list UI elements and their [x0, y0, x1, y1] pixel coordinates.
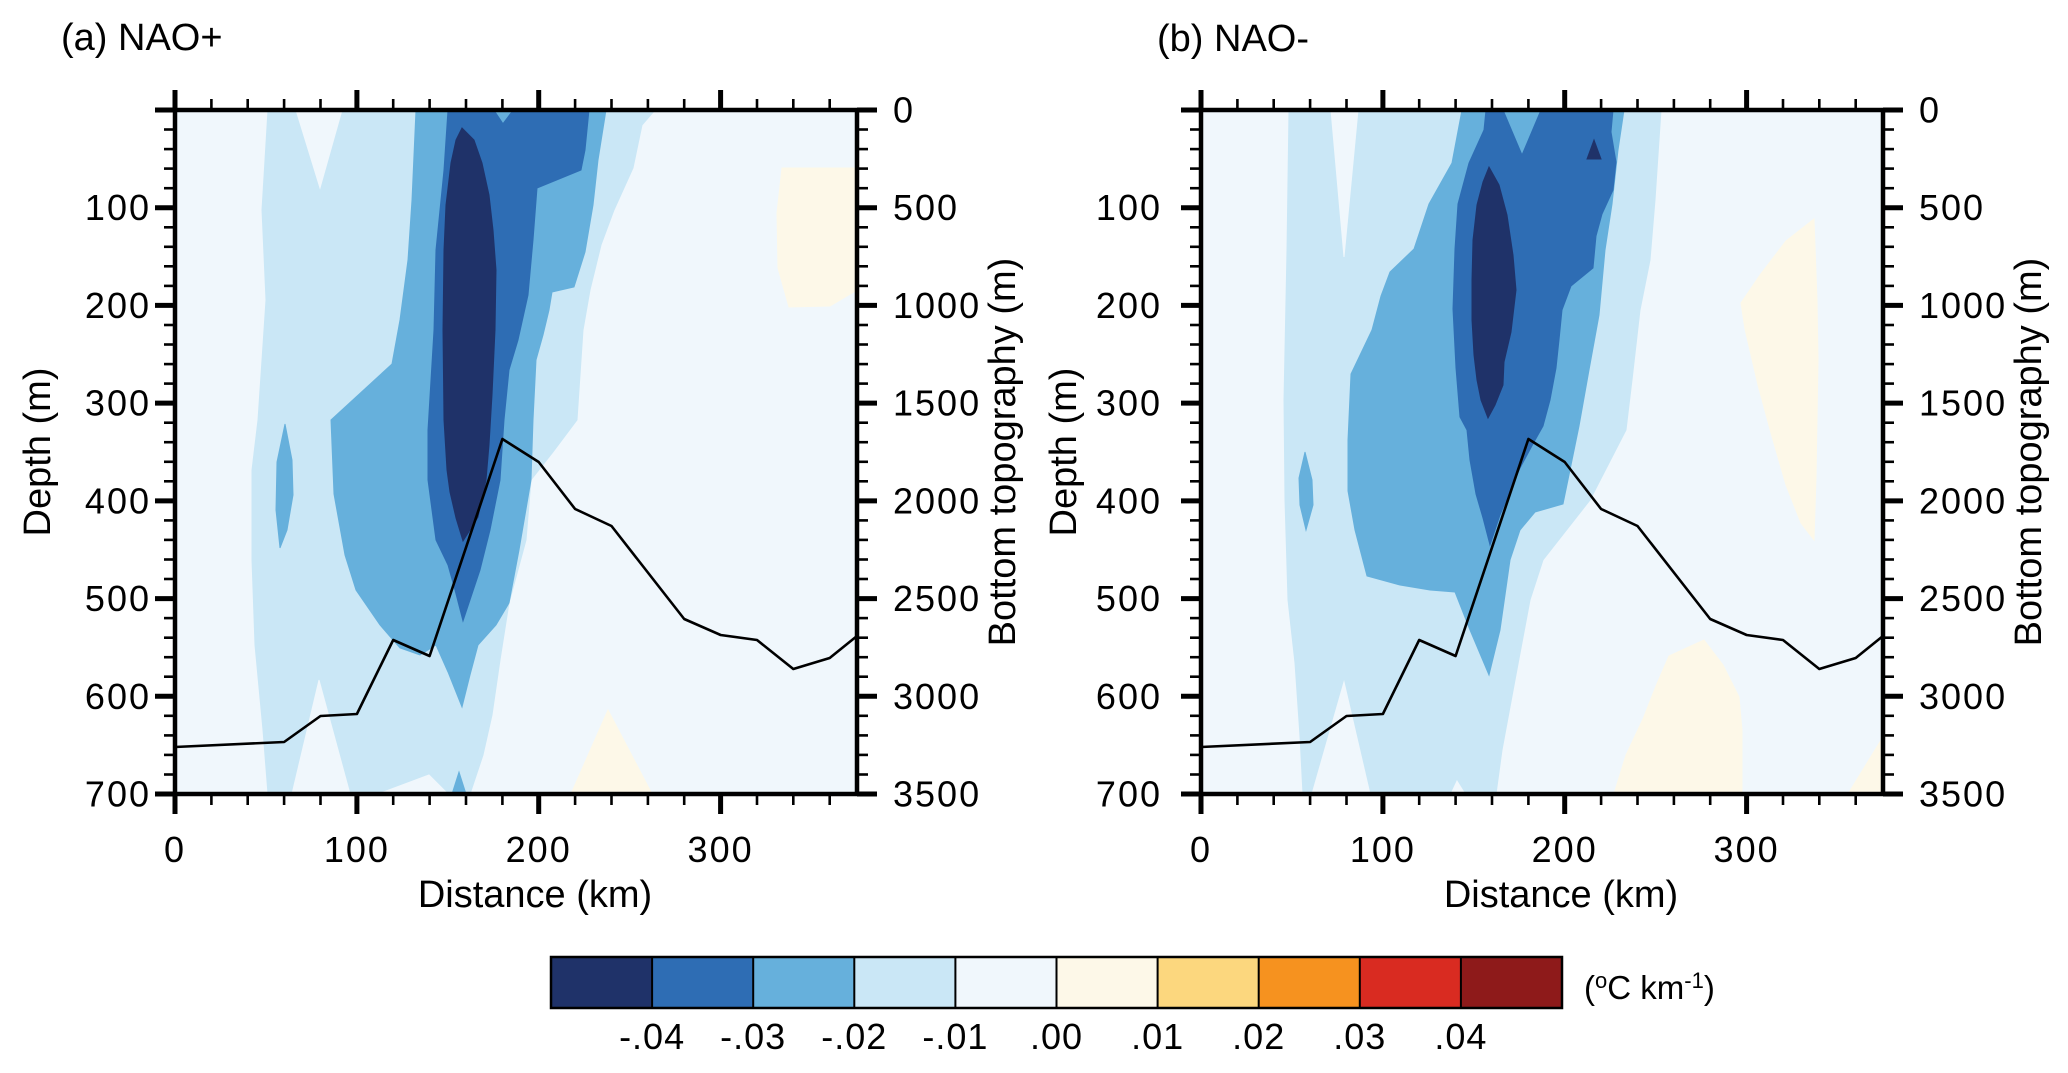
svg-text:0: 0: [1190, 829, 1212, 870]
svg-text:3000: 3000: [1919, 676, 2007, 717]
svg-text:0: 0: [1919, 90, 1941, 131]
svg-text:200: 200: [1096, 285, 1162, 326]
svg-text:200: 200: [85, 285, 151, 326]
svg-text:300: 300: [688, 829, 754, 870]
svg-text:Bottom topography (m): Bottom topography (m): [982, 258, 1024, 647]
svg-text:700: 700: [1096, 774, 1162, 815]
svg-text:-.03: -.03: [720, 1016, 786, 1057]
svg-text:1000: 1000: [1919, 285, 2007, 326]
svg-text:200: 200: [1532, 829, 1598, 870]
svg-text:.02: .02: [1232, 1016, 1285, 1057]
svg-text:1000: 1000: [893, 285, 981, 326]
svg-text:Depth (m): Depth (m): [1043, 368, 1085, 537]
svg-text:400: 400: [85, 480, 151, 521]
svg-text:Depth (m): Depth (m): [17, 368, 59, 537]
svg-text:.01: .01: [1131, 1016, 1184, 1057]
svg-text:500: 500: [893, 187, 959, 228]
svg-text:600: 600: [85, 676, 151, 717]
svg-text:1500: 1500: [893, 383, 981, 424]
svg-text:1500: 1500: [1919, 383, 2007, 424]
svg-text:.03: .03: [1333, 1016, 1386, 1057]
svg-text:Distance (km): Distance (km): [1444, 874, 1678, 916]
svg-text:.00: .00: [1030, 1016, 1083, 1057]
svg-text:500: 500: [1919, 187, 1985, 228]
svg-text:0: 0: [164, 829, 186, 870]
svg-text:-.02: -.02: [821, 1016, 887, 1057]
svg-text:0: 0: [893, 90, 915, 131]
svg-text:3500: 3500: [893, 774, 981, 815]
svg-text:200: 200: [506, 829, 572, 870]
svg-text:100: 100: [1096, 187, 1162, 228]
svg-text:300: 300: [1096, 383, 1162, 424]
svg-text:100: 100: [324, 829, 390, 870]
svg-text:3500: 3500: [1919, 774, 2007, 815]
svg-text:Distance (km): Distance (km): [418, 874, 652, 916]
svg-text:500: 500: [85, 578, 151, 619]
svg-text:600: 600: [1096, 676, 1162, 717]
svg-text:2000: 2000: [1919, 480, 2007, 521]
svg-text:(b) NAO-: (b) NAO-: [1157, 18, 1309, 60]
svg-text:700: 700: [85, 774, 151, 815]
svg-text:(a) NAO+: (a) NAO+: [61, 17, 223, 59]
svg-text:-.04: -.04: [619, 1016, 685, 1057]
svg-text:400: 400: [1096, 480, 1162, 521]
svg-text:300: 300: [85, 383, 151, 424]
svg-text:-.01: -.01: [922, 1016, 988, 1057]
svg-text:.04: .04: [1434, 1016, 1487, 1057]
svg-text:Bottom topography (m): Bottom topography (m): [2008, 258, 2050, 647]
svg-text:2500: 2500: [1919, 578, 2007, 619]
svg-text:100: 100: [85, 187, 151, 228]
svg-text:100: 100: [1350, 829, 1416, 870]
svg-text:500: 500: [1096, 578, 1162, 619]
svg-text:2500: 2500: [893, 578, 981, 619]
svg-text:3000: 3000: [893, 676, 981, 717]
svg-text:2000: 2000: [893, 480, 981, 521]
svg-text:300: 300: [1714, 829, 1780, 870]
